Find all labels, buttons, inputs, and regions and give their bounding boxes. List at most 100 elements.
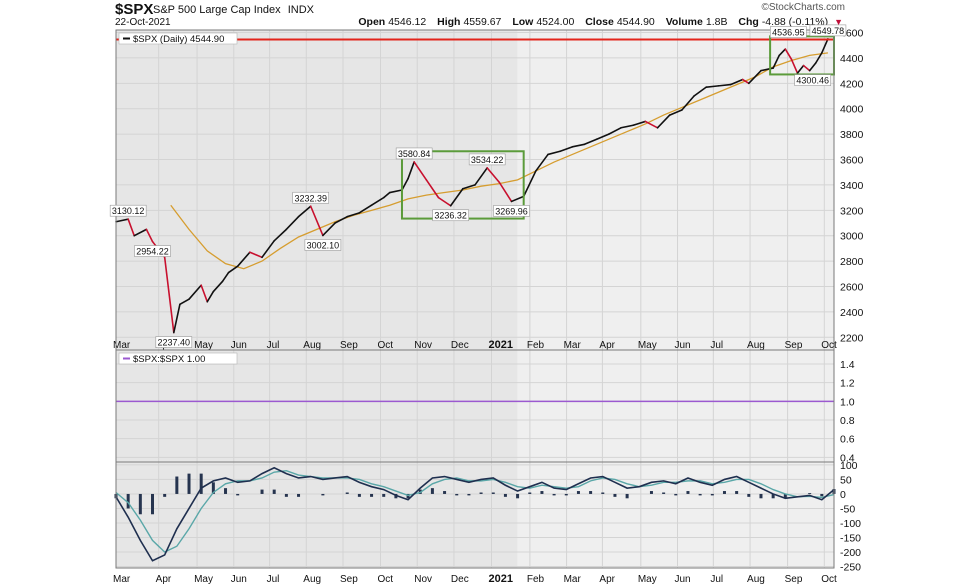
x-tick-label: Jul bbox=[710, 574, 723, 585]
price-segment bbox=[772, 54, 781, 69]
price-segment bbox=[620, 124, 635, 129]
price-segment bbox=[309, 205, 324, 237]
x-tick-label: Feb bbox=[527, 340, 545, 351]
price-segment bbox=[249, 251, 263, 259]
price-segment bbox=[595, 133, 610, 141]
ohlc-readout: Open 4546.12 High 4559.67 Low 4524.00 Close… bbox=[350, 16, 843, 28]
price-segment bbox=[802, 64, 811, 72]
x-tick-label: Oct bbox=[821, 340, 837, 351]
close-label: Close bbox=[585, 16, 614, 28]
price-segment bbox=[608, 126, 622, 135]
y-tick-label: 3000 bbox=[840, 231, 864, 243]
annotation-label: 4549.78 bbox=[812, 26, 845, 36]
price-segment bbox=[778, 48, 787, 57]
annotation-label: 3130.12 bbox=[112, 206, 145, 216]
down-triangle-icon: ▼ bbox=[834, 17, 843, 27]
price-segment bbox=[236, 251, 251, 267]
price-legend-box bbox=[118, 32, 238, 45]
price-segment bbox=[462, 184, 476, 190]
panel-frame bbox=[115, 461, 835, 569]
x-tick-label: Jun bbox=[231, 574, 247, 585]
annotation-label: 3580.84 bbox=[398, 149, 431, 159]
price-segment bbox=[571, 143, 586, 148]
x-tick-label: Aug bbox=[303, 340, 321, 351]
price-segment bbox=[474, 167, 488, 186]
annotation-box bbox=[304, 239, 342, 251]
price-segment bbox=[705, 85, 720, 88]
price-segment bbox=[748, 69, 762, 85]
exchange: INDX bbox=[287, 4, 314, 16]
chg-label: Chg bbox=[738, 16, 759, 28]
x-tick-label: Apr bbox=[599, 340, 615, 351]
price-segment bbox=[632, 120, 647, 127]
price-segment bbox=[760, 67, 774, 72]
price-segment bbox=[382, 191, 391, 199]
annotation-label: 3269.96 bbox=[495, 206, 528, 216]
y-tick-label: 50 bbox=[840, 474, 852, 486]
annotation-box bbox=[468, 153, 506, 166]
price-segment bbox=[188, 284, 202, 301]
annotation-label: 4300.46 bbox=[796, 76, 829, 86]
x-tick-label: Apr bbox=[599, 574, 615, 585]
annotation-box bbox=[134, 245, 171, 257]
price-segment bbox=[221, 271, 230, 283]
x-tick-label: May bbox=[638, 574, 657, 585]
stockcharts-logo: ©StockCharts.com bbox=[761, 2, 845, 13]
x-tick-label: Feb bbox=[527, 574, 545, 585]
annotation-box bbox=[109, 204, 147, 217]
y-tick-label: 4000 bbox=[840, 104, 864, 116]
x-tick-label: Jul bbox=[267, 340, 280, 351]
close-value: 4544.90 bbox=[616, 16, 655, 28]
x-tick-label: 2021 bbox=[488, 339, 512, 351]
price-segment bbox=[449, 187, 464, 207]
price-segment bbox=[808, 62, 817, 72]
y-tick-label: 0.8 bbox=[840, 415, 855, 427]
y-tick-label: 0.4 bbox=[840, 452, 855, 464]
x-tick-label: Mar bbox=[113, 574, 131, 585]
symbol: $SPX bbox=[115, 1, 154, 18]
price-segment bbox=[559, 146, 574, 153]
annotation-label: 3002.10 bbox=[307, 240, 340, 250]
price-segment bbox=[145, 228, 154, 243]
annotation-box bbox=[809, 24, 847, 37]
annotation-box bbox=[432, 209, 469, 222]
low-label: Low bbox=[512, 16, 534, 28]
y-tick-label: 0 bbox=[840, 489, 846, 501]
chart-header: $SPX S&P 500 Large Cap Index INDX 22-Oct… bbox=[115, 0, 845, 30]
x-tick-label: Dec bbox=[451, 574, 469, 585]
price-segment bbox=[115, 218, 129, 223]
price-segment bbox=[583, 138, 598, 146]
annotation-box bbox=[155, 336, 193, 348]
price-segment bbox=[261, 239, 276, 259]
y-tick-label: 4400 bbox=[840, 53, 864, 65]
panels bbox=[115, 30, 834, 568]
price-segment bbox=[535, 153, 549, 172]
price-segment bbox=[212, 280, 224, 293]
x-tick-label: Apr bbox=[156, 574, 172, 585]
x-tick-label: Jul bbox=[710, 340, 723, 351]
y-tick-label: -200 bbox=[840, 547, 861, 559]
price-segment bbox=[498, 181, 513, 203]
annotation-label: 3236.32 bbox=[434, 211, 467, 221]
x-tick-label: May bbox=[194, 340, 213, 351]
x-tick-label: Oct bbox=[378, 574, 394, 585]
price-segment bbox=[425, 179, 440, 199]
price-segment bbox=[668, 109, 683, 116]
x-tick-label: Aug bbox=[303, 574, 321, 585]
annotation-box bbox=[292, 191, 330, 204]
y-tick-label: -50 bbox=[840, 503, 855, 515]
price-segment bbox=[814, 52, 823, 64]
price-segment bbox=[200, 284, 209, 303]
x-tick-label: Jun bbox=[675, 574, 691, 585]
chart-labels: 2200 2400 2600 2800 3000 3200 3400 3600 3800 4000… bbox=[109, 24, 864, 585]
price-segment bbox=[173, 303, 181, 334]
price-segment bbox=[407, 161, 415, 180]
x-tick-label: Oct bbox=[821, 574, 837, 585]
y-tick-label: 2600 bbox=[840, 282, 864, 294]
annotation-label: 3232.39 bbox=[294, 193, 327, 203]
chart-marks bbox=[114, 35, 836, 562]
x-tick-label: Mar bbox=[113, 340, 131, 351]
panel-bg-2021-0 bbox=[517, 30, 834, 350]
y-tick-label: 2800 bbox=[840, 256, 864, 268]
